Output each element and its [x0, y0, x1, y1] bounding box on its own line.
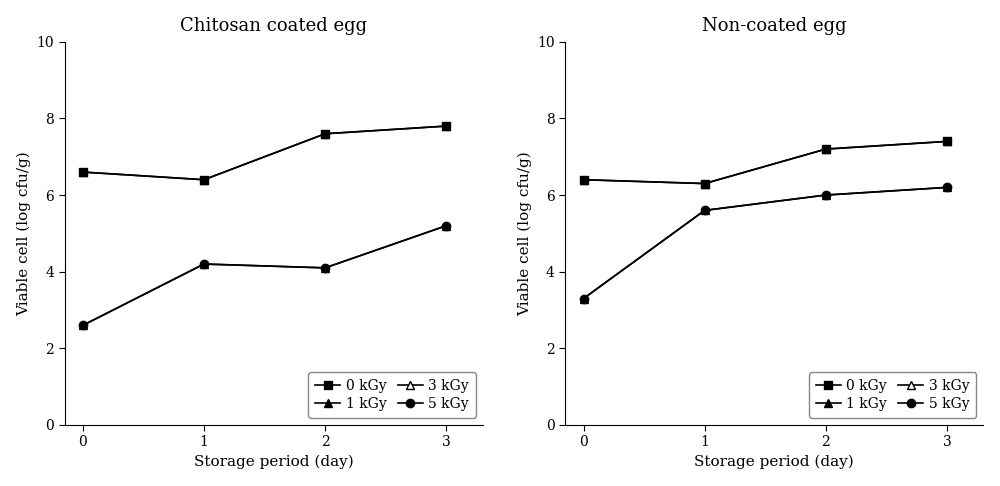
Title: Non-coated egg: Non-coated egg	[702, 17, 847, 35]
Legend: 0 kGy, 1 kGy, 3 kGy, 5 kGy: 0 kGy, 1 kGy, 3 kGy, 5 kGy	[809, 372, 976, 418]
Title: Chitosan coated egg: Chitosan coated egg	[180, 17, 367, 35]
Y-axis label: Viable cell (log cfu/g): Viable cell (log cfu/g)	[517, 151, 532, 316]
Legend: 0 kGy, 1 kGy, 3 kGy, 5 kGy: 0 kGy, 1 kGy, 3 kGy, 5 kGy	[308, 372, 476, 418]
X-axis label: Storage period (day): Storage period (day)	[694, 455, 854, 469]
Y-axis label: Viable cell (log cfu/g): Viable cell (log cfu/g)	[17, 151, 31, 316]
X-axis label: Storage period (day): Storage period (day)	[194, 455, 354, 469]
